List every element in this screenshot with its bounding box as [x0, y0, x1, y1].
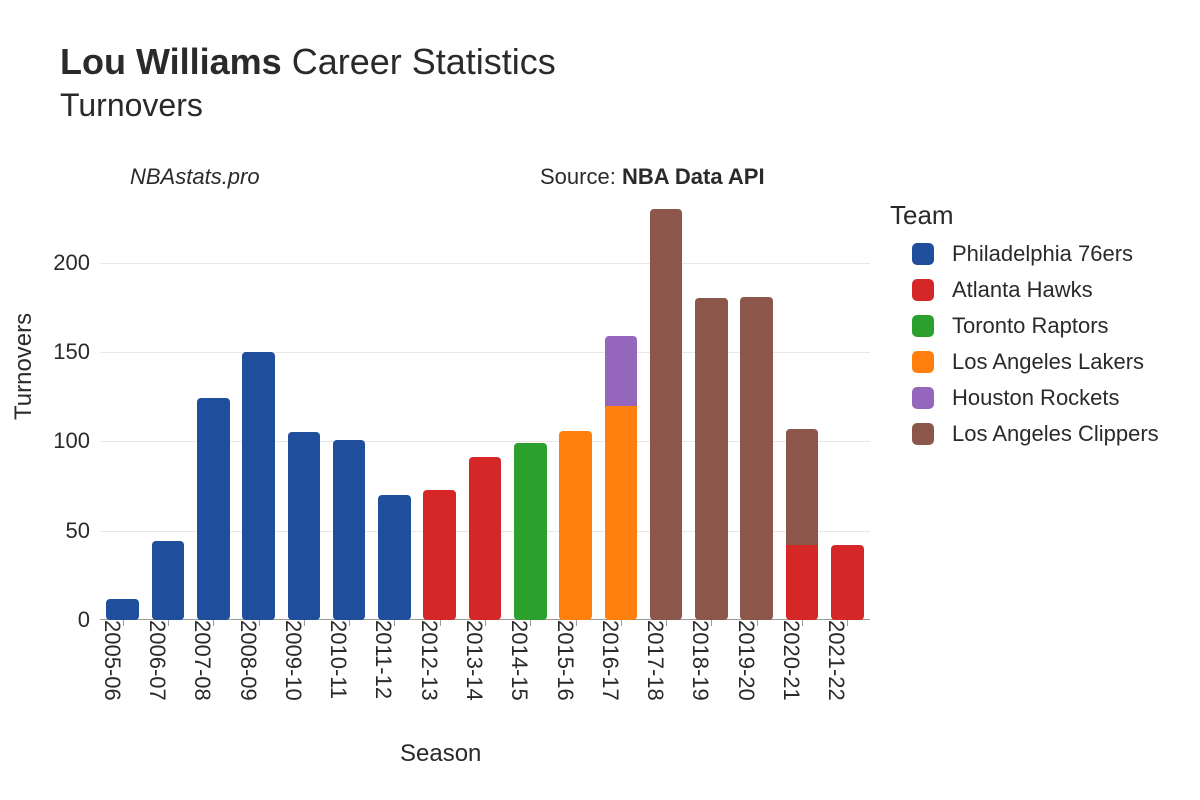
- bar-slot: [378, 200, 411, 620]
- bar-slot: [242, 200, 275, 620]
- legend-label: Los Angeles Clippers: [952, 421, 1159, 447]
- title-rest: Career Statistics: [282, 41, 556, 82]
- bar-segment: [514, 443, 547, 620]
- bar-segment: [378, 495, 411, 620]
- bar-slot: [650, 200, 683, 620]
- x-tick-label: 2015-16: [552, 620, 582, 701]
- x-tick-label: 2009-10: [280, 620, 310, 701]
- bar-slot: [605, 200, 638, 620]
- x-tick-label: 2017-18: [642, 620, 672, 701]
- bar-slot: [740, 200, 773, 620]
- legend-swatch: [912, 387, 934, 409]
- chart-title-block: Lou Williams Career Statistics Turnovers: [60, 40, 556, 124]
- bar-segment: [197, 398, 230, 620]
- x-tick-label: 2006-07: [144, 620, 174, 701]
- x-axis-title: Season: [400, 740, 481, 768]
- plot-area: 0501001502002005-062006-072007-082008-09…: [100, 200, 870, 620]
- x-tick-label: 2008-09: [235, 620, 265, 701]
- legend-label: Toronto Raptors: [952, 313, 1109, 339]
- bar-slot: [695, 200, 728, 620]
- bar-segment: [605, 406, 638, 620]
- source-prefix: Source:: [540, 164, 622, 189]
- legend-label: Atlanta Hawks: [952, 277, 1093, 303]
- legend-item: Toronto Raptors: [890, 313, 1159, 339]
- x-tick-label: 2012-13: [416, 620, 446, 701]
- attribution-text: NBAstats.pro: [130, 164, 260, 190]
- bar-slot: [514, 200, 547, 620]
- legend-item: Atlanta Hawks: [890, 277, 1159, 303]
- x-tick-label: 2013-14: [461, 620, 491, 701]
- bar-segment: [152, 541, 185, 620]
- bar-slot: [106, 200, 139, 620]
- x-tick-label: 2018-19: [687, 620, 717, 701]
- y-axis-title: Turnovers: [10, 313, 38, 420]
- legend-title: Team: [890, 200, 1159, 231]
- player-name: Lou Williams: [60, 41, 282, 82]
- bar-segment: [740, 297, 773, 620]
- bar-segment: [333, 440, 366, 621]
- legend-label: Philadelphia 76ers: [952, 241, 1133, 267]
- legend-swatch: [912, 315, 934, 337]
- bar-segment: [288, 432, 321, 620]
- legend-swatch: [912, 423, 934, 445]
- y-tick-label: 100: [53, 428, 100, 454]
- bar-segment: [695, 298, 728, 620]
- x-tick-label: 2010-11: [325, 620, 355, 699]
- legend-item: Los Angeles Clippers: [890, 421, 1159, 447]
- bar-segment: [831, 545, 864, 620]
- bar-slot: [288, 200, 321, 620]
- bar-slot: [469, 200, 502, 620]
- x-tick-label: 2014-15: [506, 620, 536, 701]
- bar-segment: [106, 599, 139, 620]
- bar-segment: [650, 209, 683, 620]
- legend-label: Houston Rockets: [952, 385, 1120, 411]
- x-tick-label: 2021-22: [823, 620, 853, 701]
- legend-item: Houston Rockets: [890, 385, 1159, 411]
- chart-title-line1: Lou Williams Career Statistics: [60, 40, 556, 83]
- y-tick-label: 0: [78, 607, 100, 633]
- x-tick-label: 2011-12: [370, 620, 400, 699]
- x-tick-label: 2007-08: [189, 620, 219, 701]
- bar-slot: [423, 200, 456, 620]
- bar-segment: [786, 429, 819, 545]
- bar-slot: [559, 200, 592, 620]
- chart-subtitle: Turnovers: [60, 87, 556, 124]
- bar-segment: [559, 431, 592, 620]
- legend: Team Philadelphia 76ers Atlanta Hawks Toro…: [890, 200, 1159, 457]
- bar-segment: [423, 490, 456, 620]
- bar-segment: [786, 545, 819, 620]
- chart-root: Lou Williams Career Statistics Turnovers…: [0, 0, 1200, 800]
- bar-slot: [831, 200, 864, 620]
- legend-swatch: [912, 351, 934, 373]
- legend-item: Philadelphia 76ers: [890, 241, 1159, 267]
- source-text: Source: NBA Data API: [540, 164, 765, 190]
- y-tick-label: 200: [53, 250, 100, 276]
- x-tick-label: 2005-06: [99, 620, 129, 701]
- legend-swatch: [912, 279, 934, 301]
- y-tick-label: 50: [66, 518, 100, 544]
- bar-slot: [786, 200, 819, 620]
- x-tick-label: 2016-17: [597, 620, 627, 701]
- bar-slot: [197, 200, 230, 620]
- source-name: NBA Data API: [622, 164, 765, 189]
- bar-segment: [469, 457, 502, 620]
- x-tick-label: 2020-21: [778, 620, 808, 701]
- legend-item: Los Angeles Lakers: [890, 349, 1159, 375]
- legend-label: Los Angeles Lakers: [952, 349, 1144, 375]
- bar-segment: [605, 336, 638, 406]
- bar-segment: [242, 352, 275, 620]
- bar-slot: [333, 200, 366, 620]
- x-tick-label: 2019-20: [733, 620, 763, 701]
- legend-swatch: [912, 243, 934, 265]
- bar-slot: [152, 200, 185, 620]
- y-tick-label: 150: [53, 339, 100, 365]
